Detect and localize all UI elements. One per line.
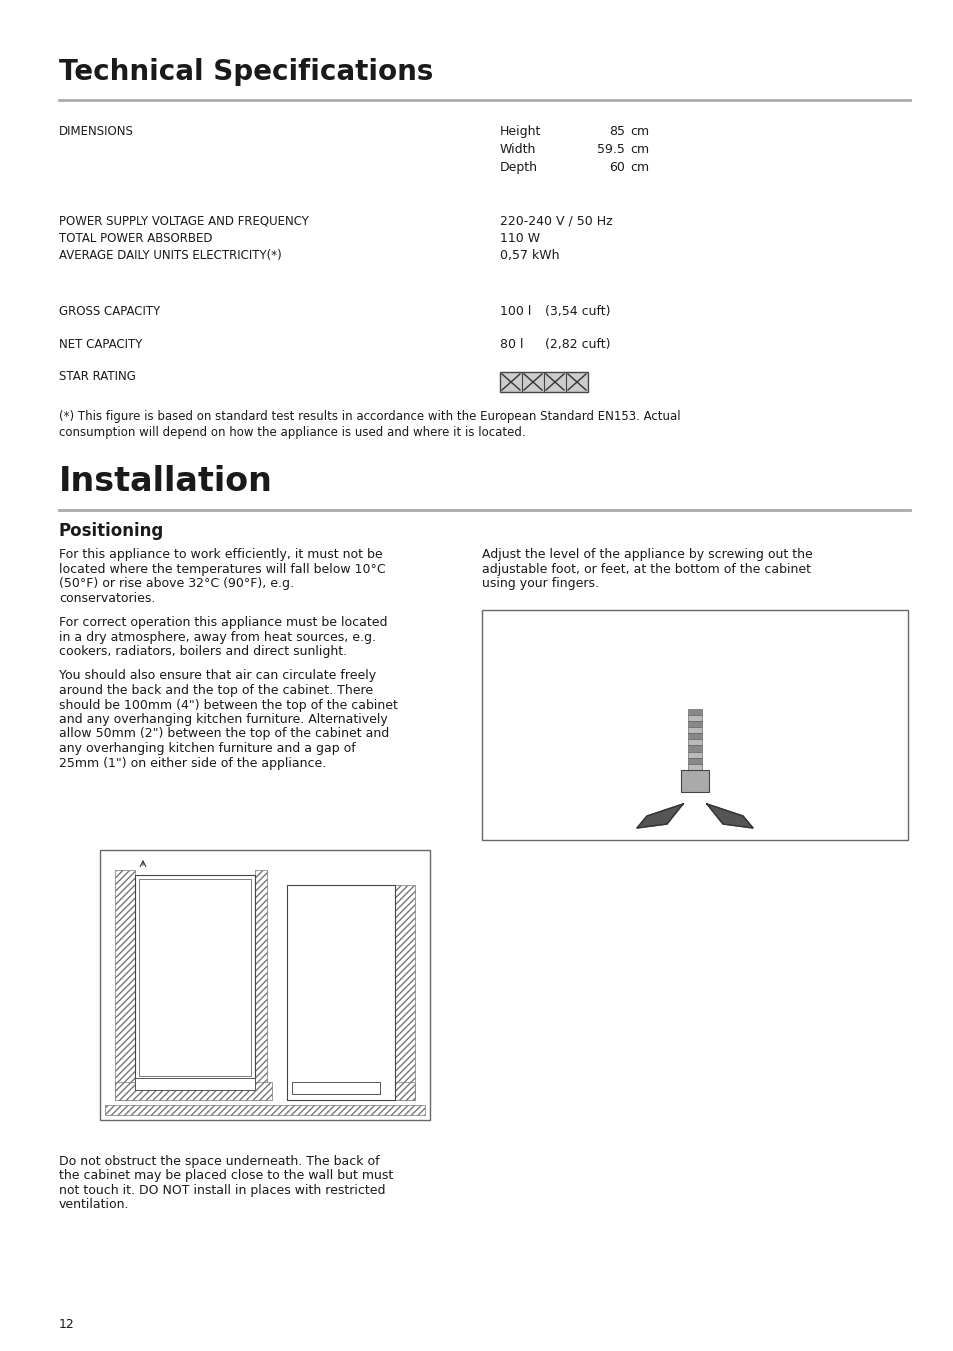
Text: 60: 60 <box>608 161 624 174</box>
Text: in a dry atmosphere, away from heat sources, e.g.: in a dry atmosphere, away from heat sour… <box>59 631 375 643</box>
Text: 25mm (1") on either side of the appliance.: 25mm (1") on either side of the applianc… <box>59 757 326 770</box>
Text: should be 100mm (4") between the top of the cabinet: should be 100mm (4") between the top of … <box>59 698 397 712</box>
Text: AVERAGE DAILY UNITS ELECTRICITY(*): AVERAGE DAILY UNITS ELECTRICITY(*) <box>59 249 281 262</box>
Text: cm: cm <box>629 161 648 174</box>
Bar <box>139 880 251 1075</box>
Text: conservatories.: conservatories. <box>59 592 155 604</box>
Polygon shape <box>706 804 752 828</box>
Text: using your fingers.: using your fingers. <box>481 577 598 590</box>
Text: 220-240 V / 50 Hz: 220-240 V / 50 Hz <box>499 215 612 228</box>
Text: 12: 12 <box>59 1319 74 1331</box>
Bar <box>135 875 254 1079</box>
Text: Do not obstruct the space underneath. The back of: Do not obstruct the space underneath. Th… <box>59 1155 379 1169</box>
Bar <box>680 770 708 792</box>
Bar <box>115 1082 272 1100</box>
Polygon shape <box>637 804 682 828</box>
Bar <box>687 751 701 758</box>
Text: STAR RATING: STAR RATING <box>59 370 135 382</box>
Text: (*) This figure is based on standard test results in accordance with the Europea: (*) This figure is based on standard tes… <box>59 409 679 423</box>
Text: cm: cm <box>629 143 648 155</box>
Bar <box>687 721 701 727</box>
Bar <box>687 763 701 770</box>
Text: 100 l: 100 l <box>499 305 531 317</box>
Bar <box>687 746 701 751</box>
Text: allow 50mm (2") between the top of the cabinet and: allow 50mm (2") between the top of the c… <box>59 727 389 740</box>
Text: (50°F) or rise above 32°C (90°F), e.g.: (50°F) or rise above 32°C (90°F), e.g. <box>59 577 294 590</box>
Bar <box>254 870 267 1100</box>
Text: For correct operation this appliance must be located: For correct operation this appliance mus… <box>59 616 387 630</box>
Text: 85: 85 <box>608 126 624 138</box>
Bar <box>100 850 430 1120</box>
Text: Adjust the level of the appliance by screwing out the: Adjust the level of the appliance by scr… <box>481 549 812 561</box>
Text: cookers, radiators, boilers and direct sunlight.: cookers, radiators, boilers and direct s… <box>59 644 347 658</box>
Text: Width: Width <box>499 143 536 155</box>
Text: TOTAL POWER ABSORBED: TOTAL POWER ABSORBED <box>59 232 213 245</box>
Bar <box>115 870 135 1100</box>
Text: Technical Specifications: Technical Specifications <box>59 58 433 86</box>
Text: not touch it. DO NOT install in places with restricted: not touch it. DO NOT install in places w… <box>59 1183 385 1197</box>
Text: 80 l: 80 l <box>499 338 523 351</box>
Text: located where the temperatures will fall below 10°C: located where the temperatures will fall… <box>59 562 385 576</box>
Text: Positioning: Positioning <box>59 521 164 540</box>
Text: consumption will depend on how the appliance is used and where it is located.: consumption will depend on how the appli… <box>59 426 525 439</box>
Bar <box>135 1078 254 1090</box>
Text: cm: cm <box>629 126 648 138</box>
Text: 110 W: 110 W <box>499 232 539 245</box>
Text: (3,54 cuft): (3,54 cuft) <box>544 305 610 317</box>
Text: DIMENSIONS: DIMENSIONS <box>59 126 133 138</box>
Bar <box>287 1082 415 1100</box>
Bar <box>481 611 907 840</box>
Text: NET CAPACITY: NET CAPACITY <box>59 338 142 351</box>
Text: Depth: Depth <box>499 161 537 174</box>
Text: any overhanging kitchen furniture and a gap of: any overhanging kitchen furniture and a … <box>59 742 355 755</box>
Bar <box>687 709 701 715</box>
Text: the cabinet may be placed close to the wall but must: the cabinet may be placed close to the w… <box>59 1170 393 1182</box>
Text: adjustable foot, or feet, at the bottom of the cabinet: adjustable foot, or feet, at the bottom … <box>481 562 810 576</box>
Text: Installation: Installation <box>59 465 273 499</box>
Text: POWER SUPPLY VOLTAGE AND FREQUENCY: POWER SUPPLY VOLTAGE AND FREQUENCY <box>59 215 309 228</box>
Bar <box>687 739 701 746</box>
Text: You should also ensure that air can circulate freely: You should also ensure that air can circ… <box>59 670 375 682</box>
Text: 59.5: 59.5 <box>597 143 624 155</box>
Text: (2,82 cuft): (2,82 cuft) <box>544 338 610 351</box>
Bar <box>287 885 395 1100</box>
Bar <box>395 885 415 1100</box>
Text: 0,57 kWh: 0,57 kWh <box>499 249 558 262</box>
Bar <box>105 1105 424 1115</box>
Text: For this appliance to work efficiently, it must not be: For this appliance to work efficiently, … <box>59 549 382 561</box>
Bar <box>687 715 701 721</box>
Text: GROSS CAPACITY: GROSS CAPACITY <box>59 305 160 317</box>
Text: ventilation.: ventilation. <box>59 1198 130 1212</box>
Text: around the back and the top of the cabinet. There: around the back and the top of the cabin… <box>59 684 373 697</box>
Bar <box>292 1082 379 1094</box>
Bar <box>687 727 701 734</box>
Text: Height: Height <box>499 126 540 138</box>
Bar <box>499 372 587 392</box>
Text: and any overhanging kitchen furniture. Alternatively: and any overhanging kitchen furniture. A… <box>59 713 387 725</box>
Bar <box>687 758 701 763</box>
Bar <box>687 734 701 739</box>
